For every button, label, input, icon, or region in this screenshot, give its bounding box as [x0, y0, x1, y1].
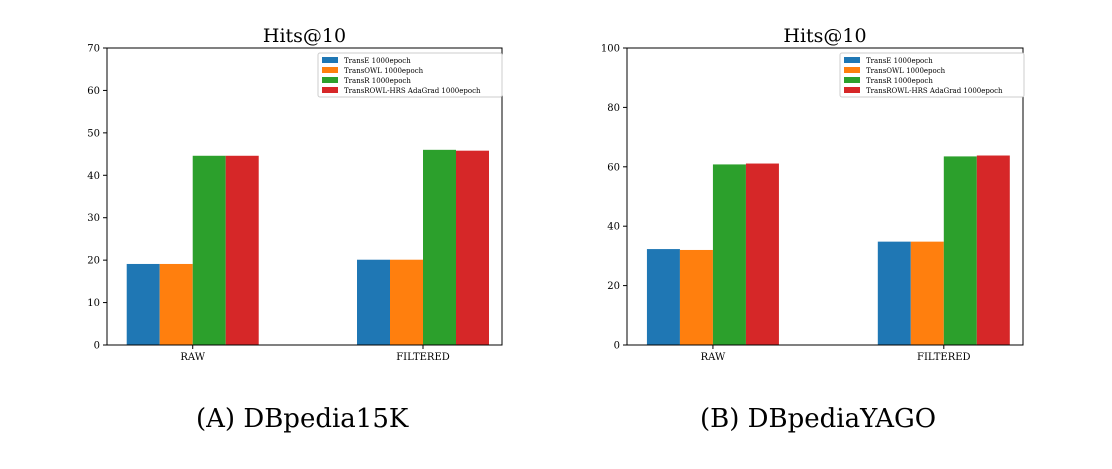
y-tick-label: 20: [607, 281, 620, 292]
bar-transrowl-hrs-adagrad-1000epoch-raw: [745, 163, 779, 345]
bar-transr-1000epoch-filtered: [943, 156, 977, 345]
y-tick-label: 60: [87, 86, 100, 97]
caption-a-label: (A): [196, 404, 236, 434]
legend-label: TransR 1000epoch: [866, 77, 933, 85]
x-tick-label: RAW: [701, 352, 726, 363]
y-tick-label: 80: [607, 103, 620, 114]
caption-b-label: (B): [700, 404, 740, 434]
y-tick-label: 0: [94, 341, 100, 352]
legend-label: TransOWL 1000epoch: [344, 67, 424, 75]
caption-a: (A) DBpedia15K: [196, 404, 408, 434]
legend-swatch: [844, 57, 860, 63]
y-tick-label: 60: [607, 162, 620, 173]
bar-transe-1000epoch-filtered: [357, 259, 390, 345]
legend-swatch: [844, 77, 860, 83]
caption-a-text: DBpedia15K: [243, 404, 409, 434]
bar-transe-1000epoch-raw: [646, 249, 680, 345]
bar-transowl-1000epoch-raw: [679, 249, 713, 345]
y-tick-label: 50: [87, 128, 100, 139]
bar-transr-1000epoch-filtered: [423, 149, 456, 345]
y-tick-label: 40: [87, 171, 100, 182]
bar-transrowl-hrs-adagrad-1000epoch-filtered: [456, 150, 489, 345]
legend-box: [839, 52, 1025, 98]
bar-transowl-1000epoch-raw: [159, 263, 193, 345]
legend-label: TransE 1000epoch: [866, 57, 933, 65]
chart-title: Hits@10: [263, 25, 346, 47]
y-tick-label: 0: [614, 341, 620, 352]
legend-swatch: [844, 67, 860, 73]
bar-transe-1000epoch-raw: [126, 263, 160, 345]
x-tick-label: RAW: [180, 352, 205, 363]
x-tick-label: FILTERED: [396, 352, 450, 363]
legend-swatch: [322, 77, 338, 83]
y-tick-label: 20: [87, 256, 100, 267]
bar-transrowl-hrs-adagrad-1000epoch-raw: [225, 155, 259, 345]
legend-label: TransR 1000epoch: [344, 77, 411, 85]
bar-transowl-1000epoch-filtered: [390, 259, 423, 345]
caption-b: (B) DBpediaYAGO: [700, 404, 936, 434]
y-tick-label: 70: [87, 44, 100, 55]
legend-label: TransOWL 1000epoch: [866, 67, 946, 75]
legend-swatch: [322, 67, 338, 73]
bar-transr-1000epoch-raw: [192, 155, 226, 345]
y-tick-label: 10: [87, 298, 100, 309]
chart-title: Hits@10: [783, 25, 866, 47]
legend-swatch: [322, 57, 338, 63]
chart-dbpediayago: Hits@10 0 20 40 60 80 100 RAW FILTERED TransE 100…: [601, 25, 1025, 363]
y-tick-label: 40: [607, 222, 620, 233]
bar-transowl-1000epoch-filtered: [910, 241, 944, 345]
bar-transrowl-hrs-adagrad-1000epoch-filtered: [976, 155, 1010, 345]
plot-frame: [626, 47, 1024, 346]
chart-dbpedia15k: Hits@10 0 10 20 30 40 50 60 70 RAW FILTERED TransE …: [87, 25, 503, 363]
bar-transr-1000epoch-raw: [712, 164, 746, 345]
caption-b-text: DBpediaYAGO: [747, 404, 937, 434]
legend-box: [317, 52, 503, 98]
x-tick-label: FILTERED: [917, 352, 971, 363]
legend-swatch: [322, 87, 338, 93]
legend-label: TransROWL-HRS AdaGrad 1000epoch: [866, 87, 1003, 95]
plot-frame: [106, 47, 503, 346]
legend-label: TransROWL-HRS AdaGrad 1000epoch: [344, 87, 481, 95]
bar-transe-1000epoch-filtered: [877, 241, 911, 345]
y-tick-label: 100: [601, 44, 620, 55]
y-tick-label: 30: [87, 213, 100, 224]
legend-label: TransE 1000epoch: [344, 57, 411, 65]
legend-swatch: [844, 87, 860, 93]
